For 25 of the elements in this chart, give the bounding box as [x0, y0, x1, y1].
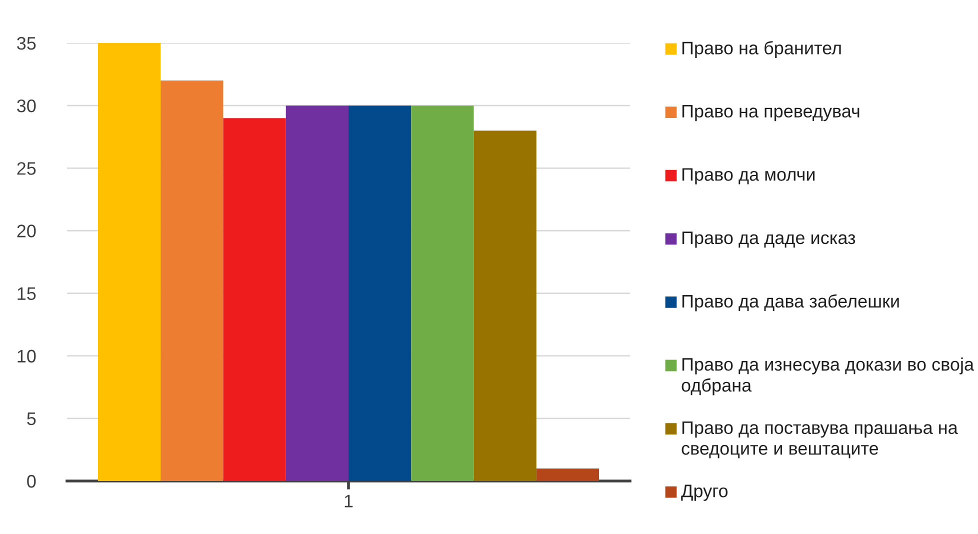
legend-label: Право да изнесува докази во своја одбрана	[682, 358, 974, 396]
bar	[223, 118, 286, 481]
legend-label: Право да молчи	[682, 168, 815, 184]
bar	[160, 80, 224, 481]
y-tick-label: 35	[17, 36, 36, 50]
bar	[98, 43, 161, 481]
y-tick-label: 25	[17, 162, 36, 175]
y-tick-label: 10	[18, 350, 36, 363]
bar	[474, 130, 536, 481]
bar	[286, 106, 348, 481]
y-tick-label: 15	[18, 287, 36, 300]
legend-label: Право да даде исказ	[682, 232, 856, 248]
y-tick-label: 5	[27, 412, 36, 426]
y-tick-label: 30	[17, 100, 36, 112]
y-tick-label: 20	[17, 224, 36, 238]
bar	[348, 106, 412, 481]
legend-label: Право на преведувач	[682, 104, 860, 122]
legend-label: Друго	[681, 484, 728, 501]
legend-label: Право на бранител	[682, 41, 841, 58]
legend-label: Право да поставува прашања на сведоците и вештаците	[682, 421, 958, 458]
y-tick-label: 0	[27, 474, 36, 488]
x-tick-label: 1	[344, 494, 353, 508]
bar	[536, 468, 600, 481]
legend-label: Право да дава забелешки	[682, 294, 899, 312]
bar	[411, 106, 474, 481]
